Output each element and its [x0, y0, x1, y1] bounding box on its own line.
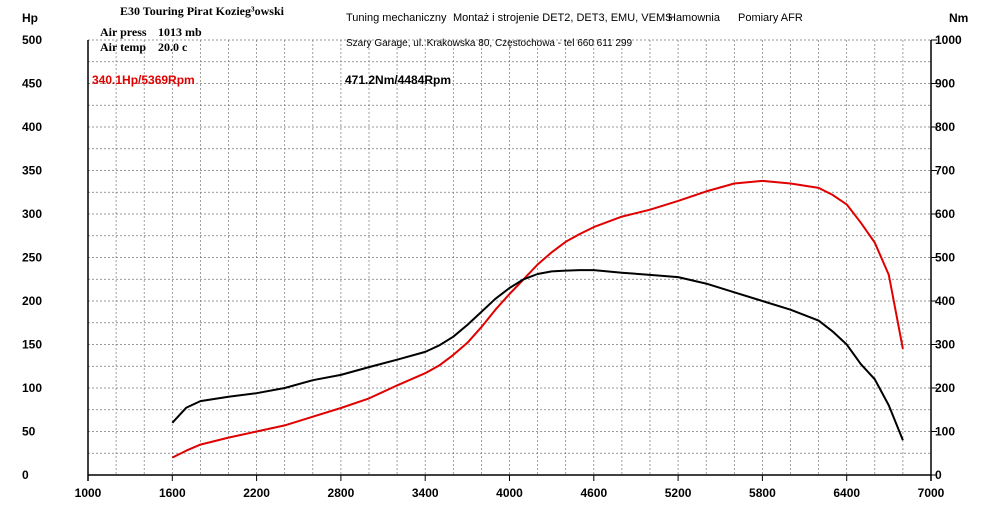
right-tick-label: 700: [935, 164, 955, 178]
x-tick-label: 7000: [918, 486, 945, 500]
left-tick-label: 350: [22, 164, 42, 178]
power-curve: [171, 179, 904, 459]
right-tick-label: 0: [935, 468, 942, 482]
x-tick-label: 2800: [328, 486, 355, 500]
right-tick-label: 800: [935, 120, 955, 134]
x-tick-label: 2200: [243, 486, 270, 500]
x-tick-label: 5800: [749, 486, 776, 500]
garage-address: Szary Garage, ul. Krakowska 80, Częstoch…: [346, 38, 633, 49]
air-press-value: 1013 mb: [158, 25, 202, 39]
x-tick-label: 3400: [412, 486, 439, 500]
tick-labels: 1000 1600 2200 2800 3400 4000 4600 5200 5800 6400…: [22, 33, 962, 500]
torque-curve: [171, 269, 904, 441]
x-tick-label: 4000: [496, 486, 523, 500]
chart-title: E30 Touring Pirat Kozieg³owski: [120, 4, 284, 18]
left-tick-label: 450: [22, 77, 42, 91]
left-tick-label: 50: [22, 425, 36, 439]
right-tick-label: 100: [935, 425, 955, 439]
x-tick-label: 1600: [159, 486, 186, 500]
right-tick-label: 300: [935, 338, 955, 352]
air-temp-label: Air temp: [100, 40, 147, 54]
x-tick-label: 4600: [580, 486, 607, 500]
left-tick-label: 400: [22, 120, 42, 134]
left-tick-label: 200: [22, 294, 42, 308]
right-tick-label: 200: [935, 381, 955, 395]
right-tick-label: 900: [935, 77, 955, 91]
left-tick-label: 500: [22, 33, 42, 47]
x-tick-label: 1000: [75, 486, 102, 500]
right-tick-label: 1000: [935, 33, 962, 47]
left-tick-label: 300: [22, 207, 42, 221]
x-tick-label: 5200: [665, 486, 692, 500]
left-tick-label: 250: [22, 251, 42, 265]
left-tick-label: 100: [22, 381, 42, 395]
left-tick-label: 150: [22, 338, 42, 352]
peak-torque-label: 471.2Nm/4484Rpm: [345, 73, 451, 87]
header-line1-item: Pomiary AFR: [738, 12, 803, 24]
header-line1-item: Hamownia: [668, 12, 720, 24]
header-line1-item: Montaż i strojenie DET2, DET3, EMU, VEMS: [453, 12, 673, 24]
air-temp-value: 20.0 c: [158, 40, 188, 54]
horizontal-grid: [88, 39, 931, 454]
left-tick-label: 0: [22, 468, 29, 482]
air-press-label: Air press: [100, 25, 147, 39]
right-tick-label: 600: [935, 207, 955, 221]
right-tick-label: 400: [935, 294, 955, 308]
left-axis-label: Hp: [22, 11, 38, 25]
header-line1-item: Tuning mechaniczny: [346, 12, 447, 24]
peak-power-label: 340.1Hp/5369Rpm: [92, 73, 195, 87]
series-lines: [171, 179, 904, 459]
right-axis-label: Nm: [949, 11, 968, 25]
right-tick-label: 500: [935, 251, 955, 265]
x-tick-label: 6400: [833, 486, 860, 500]
